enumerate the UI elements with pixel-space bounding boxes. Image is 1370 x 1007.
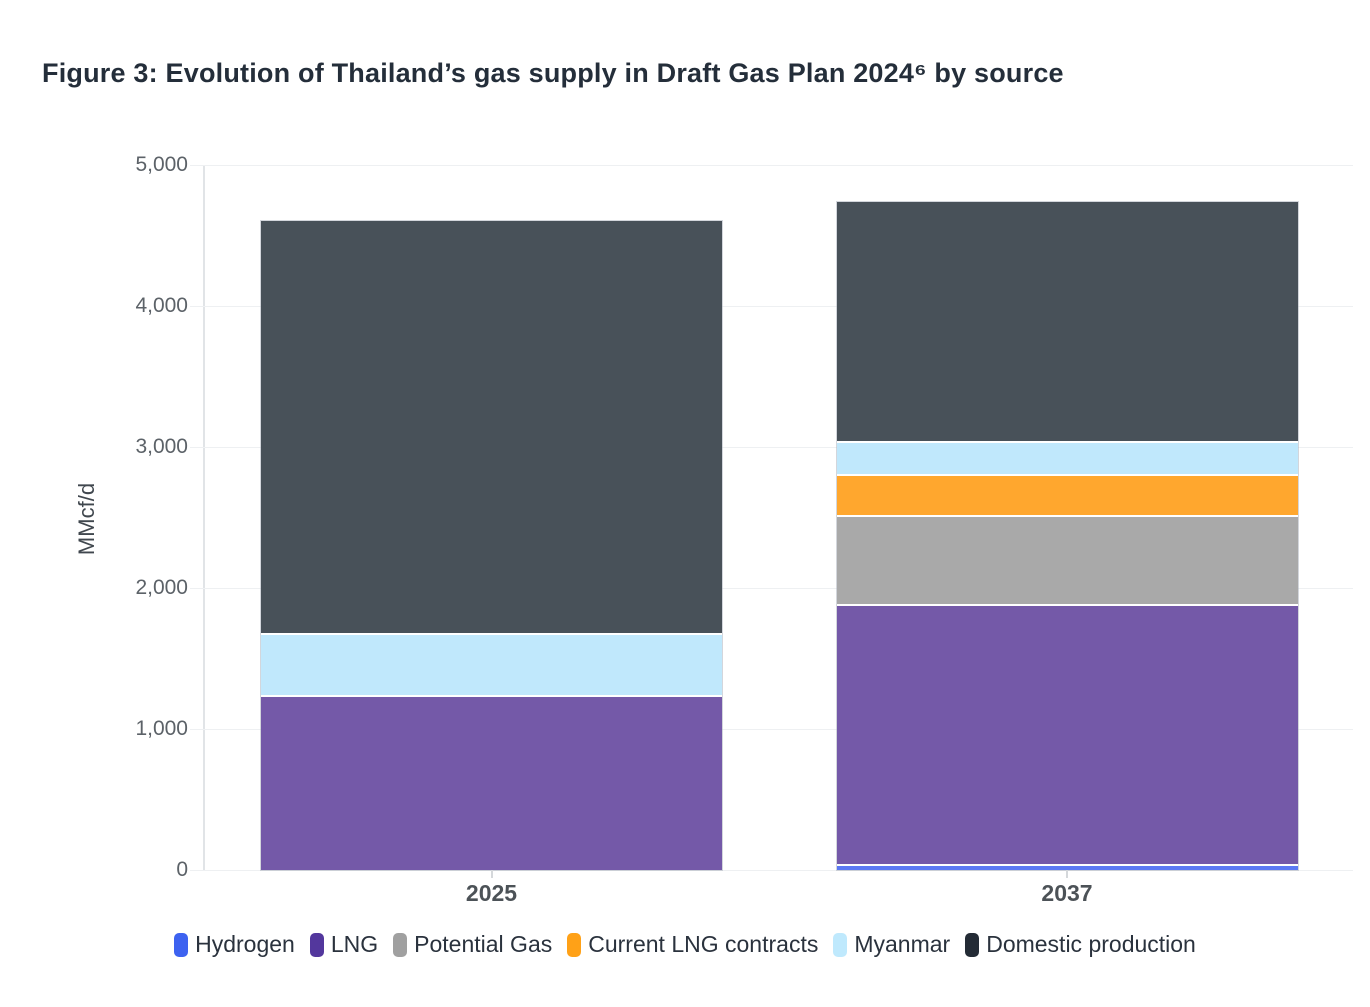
bar-segment-lng-2025[interactable] xyxy=(261,695,722,870)
legend-label: LNG xyxy=(330,931,379,957)
y-tick-label: 4,000 xyxy=(135,294,188,317)
bar-segment-lng-2037[interactable] xyxy=(836,603,1298,865)
x-axis-label-2037: 2037 xyxy=(1041,880,1093,906)
y-axis-title: MMcf/d xyxy=(74,482,99,556)
y-tick-label: 1,000 xyxy=(135,717,188,740)
x-axis-label-2025: 2025 xyxy=(465,880,518,906)
y-tick-label: 3,000 xyxy=(135,435,188,458)
legend-swatch-current-lng-contracts xyxy=(567,932,582,957)
legend-label: Potential Gas xyxy=(414,931,553,957)
legend-swatch-potential-gas xyxy=(393,932,408,957)
bar-segment-current-lng-contracts-2037[interactable] xyxy=(836,473,1298,515)
bar-segment-myanmar-2037[interactable] xyxy=(836,441,1298,474)
y-tick-label: 2,000 xyxy=(135,576,188,599)
bar-segment-myanmar-2025[interactable] xyxy=(261,633,722,696)
x-tick-2037 xyxy=(1066,870,1068,878)
x-tick-2025 xyxy=(490,870,493,878)
bar-segment-hydrogen-2037[interactable] xyxy=(836,864,1298,870)
y-tick-label: 0 xyxy=(176,858,188,881)
gridline-3000 xyxy=(190,446,1353,448)
gridline-2000 xyxy=(190,587,1353,589)
legend-label: Hydrogen xyxy=(195,931,295,957)
gridline-1000 xyxy=(190,728,1353,730)
legend-item-domestic-production[interactable]: Domestic production xyxy=(965,931,1196,958)
legend-label: Current LNG contracts xyxy=(588,931,819,957)
legend-swatch-myanmar xyxy=(833,932,848,957)
legend-swatch-domestic-production xyxy=(965,932,980,957)
gridline-0 xyxy=(190,869,1353,871)
bar-segment-domestic-production-2025[interactable] xyxy=(261,221,722,634)
bar-2037[interactable] xyxy=(836,201,1298,870)
gridline-4000 xyxy=(190,305,1353,307)
chart-legend: Hydrogen LNG Potential Gas Current LNG cont… xyxy=(0,931,1370,958)
y-tick-label: 5,000 xyxy=(135,153,188,176)
legend-label: Domestic production xyxy=(986,931,1196,957)
bar-segment-domestic-production-2037[interactable] xyxy=(836,201,1298,442)
y-axis-line xyxy=(203,165,205,871)
figure-title: Figure 3: Evolution of Thailand’s gas su… xyxy=(42,58,1064,88)
bar-2025[interactable] xyxy=(261,221,722,870)
legend-swatch-lng xyxy=(309,932,324,957)
bar-segment-potential-gas-2037[interactable] xyxy=(836,514,1298,604)
legend-item-hydrogen[interactable]: Hydrogen xyxy=(174,931,295,958)
legend-item-myanmar[interactable]: Myanmar xyxy=(833,931,950,958)
legend-label: Myanmar xyxy=(854,931,951,957)
gridline-5000 xyxy=(190,164,1353,166)
legend-swatch-hydrogen xyxy=(174,932,189,957)
legend-item-potential-gas[interactable]: Potential Gas xyxy=(393,931,552,958)
legend-item-current-lng-contracts[interactable]: Current LNG contracts xyxy=(567,931,818,958)
legend-item-lng[interactable]: LNG xyxy=(309,931,379,958)
